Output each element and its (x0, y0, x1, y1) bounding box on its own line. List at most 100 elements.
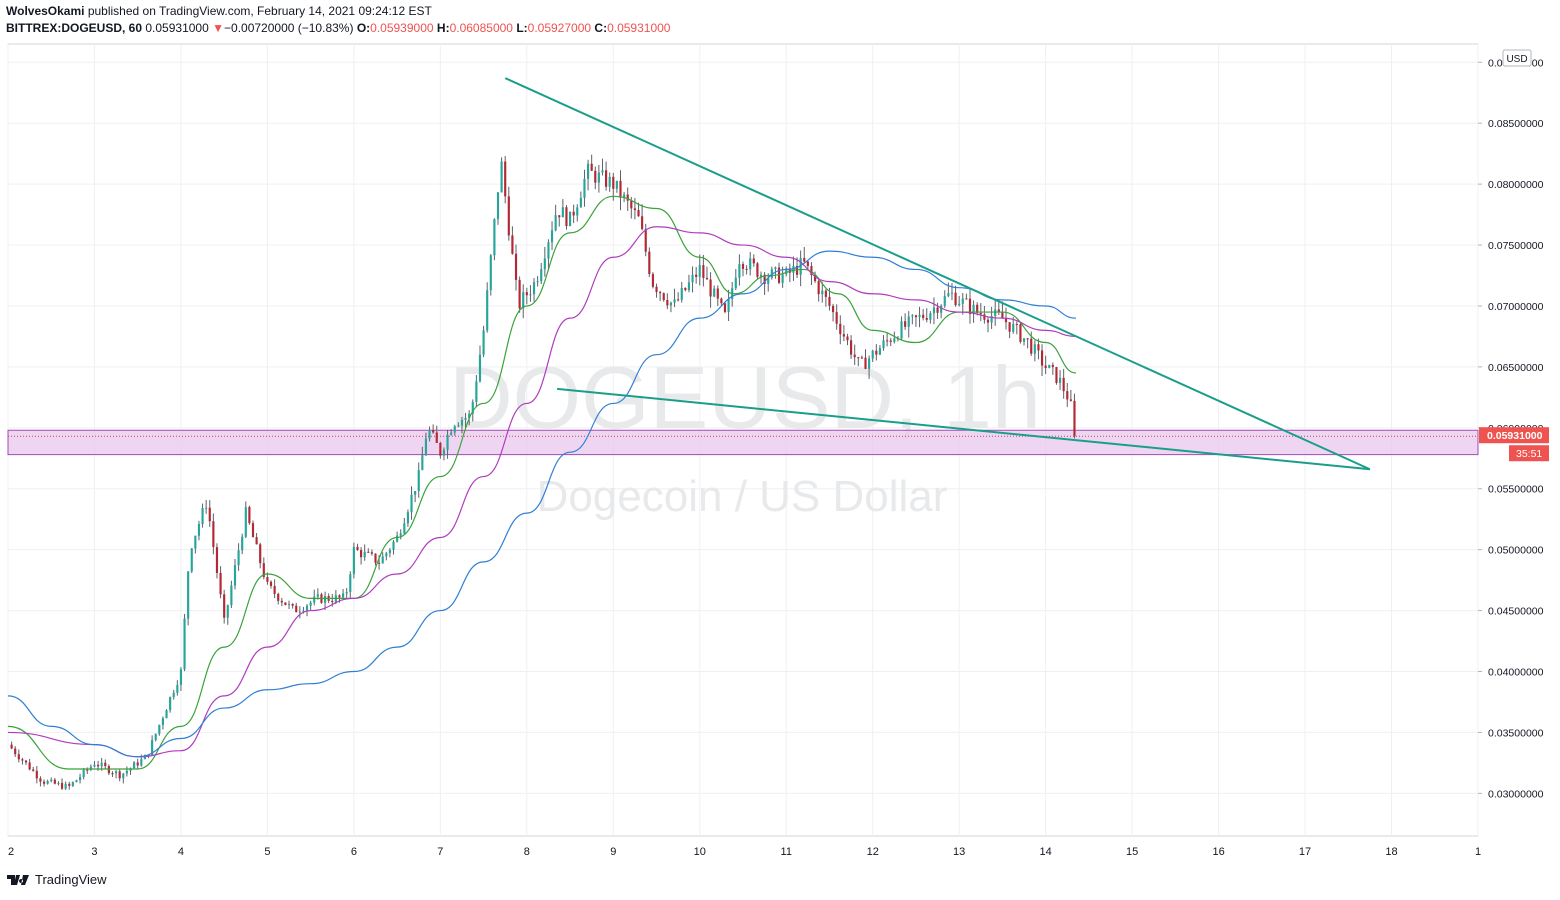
candle-up (749, 258, 752, 270)
low-label: L: (516, 21, 528, 35)
candle-down (716, 288, 719, 299)
candle-down (251, 523, 255, 538)
candle-down (118, 771, 121, 779)
candle-down (644, 229, 647, 252)
candle-down (853, 354, 856, 358)
candle-down (857, 357, 860, 359)
candle-down (666, 299, 669, 306)
candle-down (846, 336, 849, 341)
candle-down (828, 296, 831, 306)
candle-down (223, 594, 226, 618)
candle-down (695, 274, 698, 277)
candle-down (810, 266, 813, 276)
candle-up (489, 255, 492, 291)
candle-down (266, 577, 269, 582)
x-tick-label: 17 (1299, 846, 1311, 858)
footer-brand[interactable]: TradingView (6, 872, 107, 887)
candle-down (565, 207, 568, 227)
candle-up (122, 773, 125, 779)
candle-down (835, 312, 838, 324)
candle-up (78, 777, 82, 781)
candle-up (680, 287, 683, 300)
candle-down (864, 357, 867, 369)
candle-up (1058, 377, 1062, 383)
candle-up (345, 592, 348, 594)
candle-up (958, 303, 961, 306)
candle-up (540, 269, 543, 282)
candle-up (478, 354, 482, 382)
candle-down (39, 778, 42, 782)
candle-down (824, 290, 827, 297)
symbol-name[interactable]: BITTREX:DOGEUSD, 60 (6, 21, 143, 35)
candle-up (341, 593, 345, 598)
candle-down (273, 585, 276, 594)
candle-down (817, 281, 820, 295)
candle-up (197, 523, 201, 536)
candle-down (212, 521, 215, 548)
candle-up (89, 766, 92, 770)
candle-up (911, 315, 914, 317)
candle-down (215, 547, 219, 573)
candle-up (907, 316, 910, 327)
x-tick-label: 8 (524, 846, 530, 858)
candle-up (183, 618, 186, 670)
candle-down (756, 263, 759, 277)
candle-down (831, 305, 835, 313)
candle-up (932, 307, 936, 314)
close-label: C: (594, 21, 608, 35)
candle-down (1004, 318, 1008, 323)
candle-down (269, 581, 273, 586)
candle-up (767, 277, 770, 284)
candle-down (745, 268, 748, 270)
currency-badge (1502, 49, 1532, 67)
candle-down (259, 544, 262, 564)
candle-down (284, 602, 287, 605)
candle-up (994, 309, 997, 316)
candle-up (972, 304, 975, 314)
candle-down (860, 357, 863, 359)
open-value: 0.05939000 (370, 21, 434, 35)
candle-down (86, 769, 89, 771)
candle-up (323, 595, 327, 603)
candle-down (208, 507, 211, 522)
candle-down (590, 163, 593, 171)
candle-down (986, 319, 990, 323)
candle-down (10, 744, 13, 749)
candle-up (500, 161, 503, 193)
candle-down (889, 340, 892, 342)
y-tick-label: 0.08000000 (1488, 179, 1544, 191)
candle-up (75, 780, 78, 783)
symbol-legend: BITTREX:DOGEUSD, 60 0.05931000 ▼−0.00720… (6, 21, 670, 35)
x-tick-label: 18 (1385, 846, 1397, 858)
candle-down (1069, 399, 1072, 401)
candle-down (439, 442, 442, 456)
candle-down (741, 264, 745, 269)
candle-up (871, 350, 874, 359)
published-text: published on TradingView.com, February 1… (87, 4, 432, 18)
candle-down (356, 546, 359, 551)
candle-up (673, 299, 676, 303)
candle-down (655, 286, 658, 293)
candle-up (100, 762, 103, 767)
candle-down (277, 593, 280, 601)
x-tick-label: 3 (91, 846, 97, 858)
candle-down (922, 314, 925, 318)
candle-up (698, 265, 701, 277)
candle-up (352, 546, 355, 575)
candle-up (543, 258, 546, 270)
x-tick-label: 9 (610, 846, 616, 858)
candle-down (702, 265, 705, 278)
candle-up (179, 669, 183, 685)
candle-up (878, 348, 881, 355)
y-tick-label: 0.03000000 (1488, 788, 1544, 800)
candle-down (1055, 367, 1058, 383)
candle-down (626, 194, 629, 201)
candle-down (1066, 391, 1069, 400)
candle-up (770, 269, 773, 278)
candle-down (983, 314, 986, 320)
candle-up (623, 194, 626, 198)
candle-up (417, 470, 420, 492)
candle-down (291, 603, 294, 606)
author-name[interactable]: WolvesOkami (6, 4, 85, 18)
